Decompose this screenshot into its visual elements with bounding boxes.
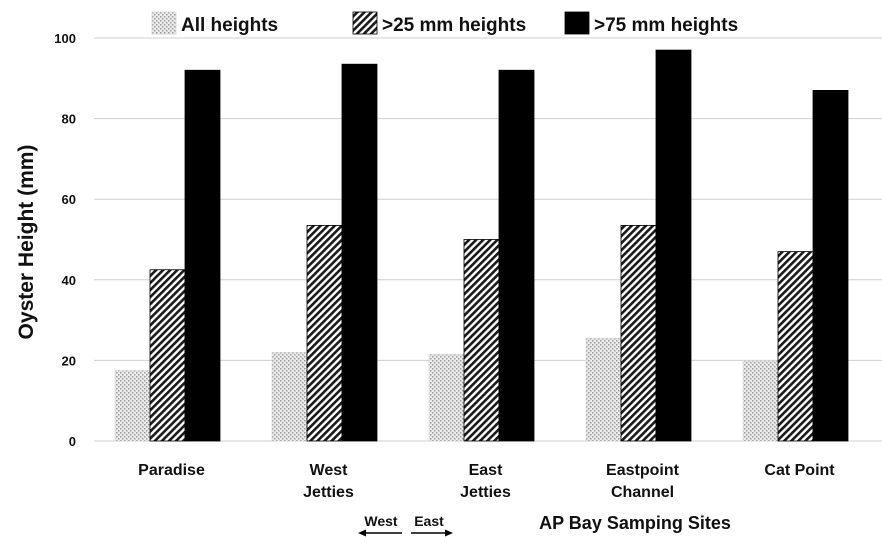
legend-label: >25 mm heights bbox=[382, 15, 526, 36]
bar-diagonal-1 bbox=[306, 224, 343, 442]
category-label: East Jetties bbox=[460, 462, 511, 501]
arrow-right-icon bbox=[445, 529, 453, 537]
legend-label: All heights bbox=[181, 15, 278, 36]
legend: All heights >25 mm heights >75 mm heights bbox=[151, 11, 738, 36]
bars bbox=[114, 49, 849, 442]
bar-diagonal-0 bbox=[149, 269, 186, 442]
bar-diagonal-3 bbox=[620, 224, 657, 442]
east-label: East bbox=[414, 513, 444, 529]
bar-solid-3 bbox=[655, 49, 692, 442]
y-tick-label: 80 bbox=[62, 112, 76, 127]
legend-swatch bbox=[151, 11, 177, 35]
category-label: West Jetties bbox=[303, 462, 354, 501]
bar-dots-3 bbox=[585, 337, 622, 442]
bar-dots-4 bbox=[742, 360, 779, 442]
bar-solid-4 bbox=[812, 89, 849, 442]
west-label: West bbox=[364, 513, 398, 529]
bar-dots-2 bbox=[428, 354, 465, 442]
arrow-left-icon bbox=[358, 529, 366, 537]
bar-dots-1 bbox=[271, 352, 308, 442]
x-axis-label: AP Bay Samping Sites bbox=[539, 513, 731, 533]
legend-item: >75 mm heights bbox=[564, 11, 738, 36]
bar-diagonal-4 bbox=[777, 251, 814, 442]
y-tick-label: 20 bbox=[62, 353, 76, 368]
legend-item: >25 mm heights bbox=[352, 11, 526, 36]
y-tick-label: 0 bbox=[69, 434, 76, 449]
category-label: Eastpoint Channel bbox=[606, 462, 680, 501]
bar-diagonal-2 bbox=[463, 239, 500, 442]
bar-solid-0 bbox=[184, 69, 221, 442]
legend-item: All heights bbox=[151, 11, 278, 36]
y-tick-label: 40 bbox=[62, 273, 76, 288]
y-tick-label: 60 bbox=[62, 192, 76, 207]
y-axis-ticks: 0 20 40 60 80 100 bbox=[54, 31, 76, 449]
direction-indicator: West East bbox=[358, 513, 453, 537]
category-label: Cat Point bbox=[764, 462, 835, 479]
y-tick-label: 100 bbox=[54, 31, 76, 46]
bar-solid-2 bbox=[498, 69, 535, 442]
category-label: Paradise bbox=[138, 462, 205, 479]
legend-swatch bbox=[352, 11, 378, 35]
bar-dots-0 bbox=[114, 370, 151, 442]
legend-swatch bbox=[564, 11, 590, 35]
x-axis-categories: Paradise West Jetties East Jetties Eastpoint C… bbox=[138, 462, 835, 501]
legend-label: >75 mm heights bbox=[594, 15, 738, 36]
y-axis-label: Oyster Height (mm) bbox=[15, 145, 38, 340]
bar-solid-1 bbox=[341, 63, 378, 442]
